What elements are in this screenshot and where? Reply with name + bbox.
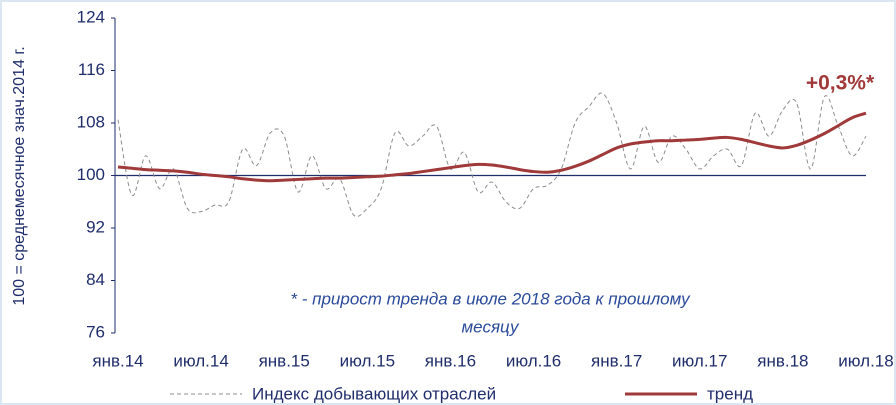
x-tick-label: янв.14 bbox=[92, 351, 143, 370]
footnote: месяцу bbox=[462, 317, 520, 336]
x-tick-label: июл.17 bbox=[672, 351, 727, 370]
x-tick-label: янв.18 bbox=[757, 351, 808, 370]
y-tick-label: 100 bbox=[77, 165, 105, 184]
legend-label: тренд bbox=[707, 384, 753, 403]
y-tick-label: 92 bbox=[86, 217, 105, 236]
x-tick-label: июл.15 bbox=[340, 351, 395, 370]
annotation: +0,3%* bbox=[806, 72, 875, 95]
footnote: * - прирост тренда в июле 2018 года к пр… bbox=[290, 289, 691, 308]
y-tick-label: 124 bbox=[77, 7, 105, 26]
legend-label: Индекс добывающих отраслей bbox=[252, 384, 496, 403]
y-tick-label: 116 bbox=[78, 60, 105, 79]
series-line bbox=[117, 92, 867, 218]
x-tick-label: июл.16 bbox=[506, 351, 561, 370]
y-tick-label: 76 bbox=[86, 322, 105, 341]
y-tick-label: 108 bbox=[77, 112, 105, 131]
x-tick-label: янв.17 bbox=[591, 351, 642, 370]
x-tick-label: янв.16 bbox=[425, 351, 476, 370]
y-tick-label: 84 bbox=[86, 270, 105, 289]
x-tick-label: янв.15 bbox=[259, 351, 310, 370]
series-line bbox=[117, 111, 867, 183]
x-tick-label: июл.18 bbox=[838, 351, 893, 370]
x-tick-label: июл.14 bbox=[173, 351, 228, 370]
y-axis-label: 100 = среднемесячное знач.2014 г. bbox=[11, 46, 28, 305]
